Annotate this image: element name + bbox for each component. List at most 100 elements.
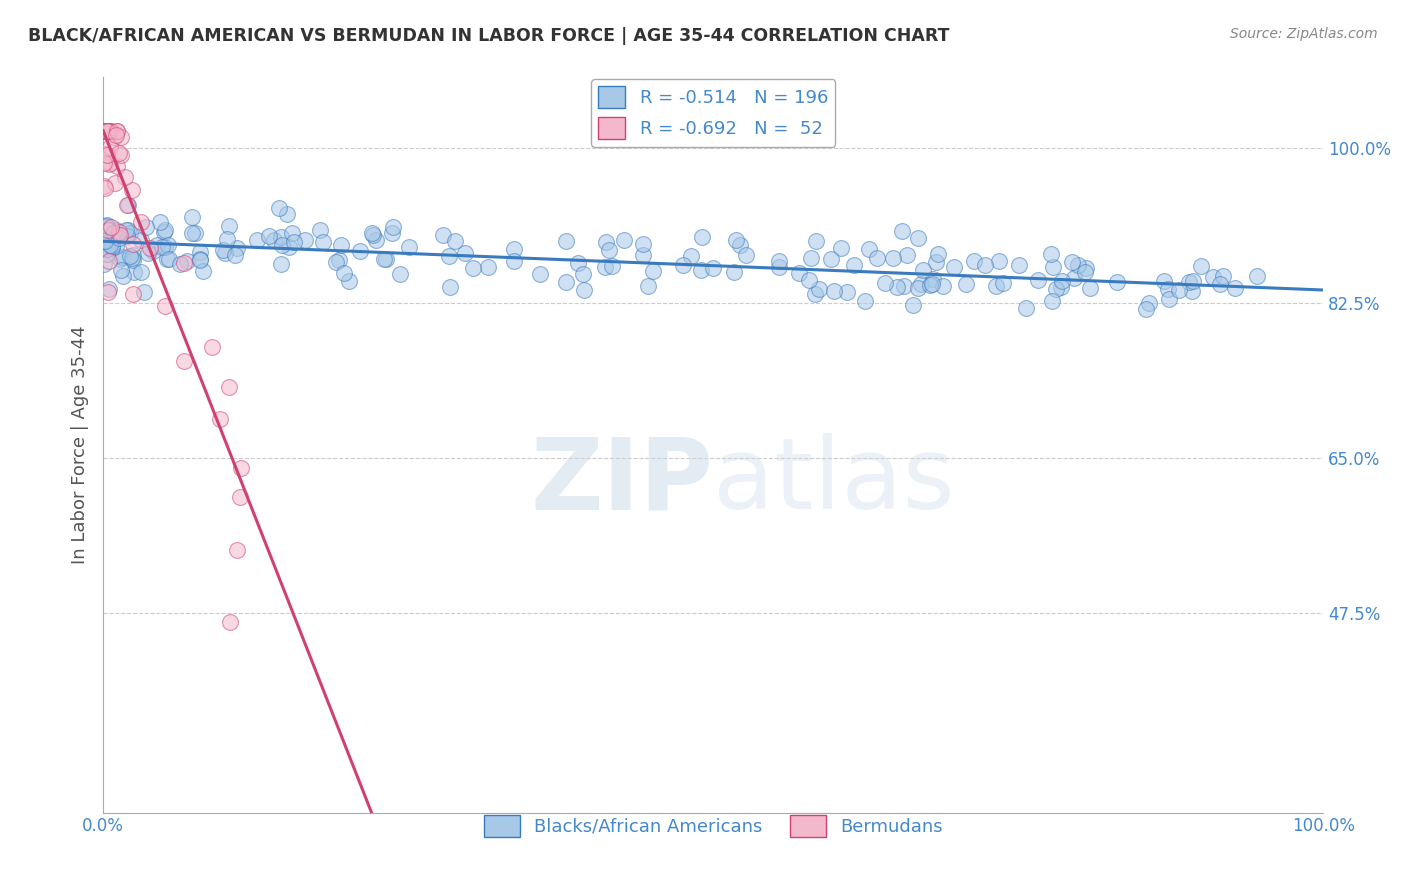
Point — [121, 183, 143, 197]
Point — [1067, 258, 1090, 272]
Point — [114, 170, 136, 185]
Point — [918, 278, 941, 293]
Point — [735, 248, 758, 262]
Point — [150, 240, 173, 254]
Point — [146, 238, 169, 252]
Point — [188, 245, 211, 260]
Point — [1063, 270, 1085, 285]
Point — [184, 226, 207, 240]
Point — [637, 278, 659, 293]
Point — [921, 277, 943, 291]
Point — [886, 280, 908, 294]
Point — [97, 157, 120, 171]
Point — [830, 241, 852, 255]
Point — [974, 258, 997, 272]
Point — [1246, 269, 1268, 284]
Point — [110, 129, 132, 144]
Point — [1223, 281, 1246, 295]
Point — [844, 258, 866, 272]
Point — [1040, 294, 1063, 309]
Point — [454, 245, 477, 260]
Point — [896, 248, 918, 262]
Point — [94, 219, 117, 233]
Point — [169, 257, 191, 271]
Point — [382, 219, 405, 234]
Point — [768, 254, 790, 268]
Point — [312, 235, 335, 249]
Point — [188, 252, 211, 266]
Point — [149, 215, 172, 229]
Point — [903, 298, 925, 312]
Point — [228, 490, 250, 504]
Point — [955, 277, 977, 292]
Point — [93, 181, 115, 195]
Point — [105, 223, 128, 237]
Point — [121, 252, 143, 267]
Point — [389, 267, 412, 281]
Point — [100, 123, 122, 137]
Point — [270, 230, 292, 244]
Point — [503, 253, 526, 268]
Point — [96, 218, 118, 232]
Point — [1157, 292, 1180, 306]
Point — [360, 226, 382, 240]
Point — [117, 223, 139, 237]
Point — [218, 615, 240, 629]
Point — [702, 260, 724, 275]
Point — [595, 235, 617, 249]
Point — [835, 285, 858, 299]
Point — [121, 248, 143, 262]
Point — [281, 226, 304, 240]
Point — [1212, 269, 1234, 284]
Point — [1181, 274, 1204, 288]
Point — [679, 249, 702, 263]
Point — [1178, 275, 1201, 289]
Point — [925, 255, 948, 269]
Point — [225, 241, 247, 255]
Point — [107, 123, 129, 137]
Point — [94, 123, 117, 137]
Point — [725, 233, 748, 247]
Point — [96, 123, 118, 137]
Point — [461, 261, 484, 276]
Text: Source: ZipAtlas.com: Source: ZipAtlas.com — [1230, 27, 1378, 41]
Point — [330, 238, 353, 252]
Point — [477, 260, 499, 275]
Point — [129, 265, 152, 279]
Point — [555, 275, 578, 289]
Point — [101, 240, 124, 254]
Y-axis label: In Labor Force | Age 35-44: In Labor Force | Age 35-44 — [72, 326, 89, 565]
Point — [984, 279, 1007, 293]
Point — [1135, 301, 1157, 316]
Point — [97, 223, 120, 237]
Point — [373, 252, 395, 266]
Point — [931, 279, 953, 293]
Point — [152, 225, 174, 239]
Point — [1042, 260, 1064, 275]
Point — [943, 260, 966, 274]
Point — [96, 242, 118, 256]
Point — [98, 123, 121, 137]
Point — [94, 123, 117, 137]
Point — [98, 123, 121, 137]
Point — [108, 231, 131, 245]
Point — [98, 156, 121, 170]
Point — [571, 267, 593, 281]
Point — [110, 262, 132, 277]
Point — [910, 277, 932, 291]
Point — [93, 147, 115, 161]
Point — [800, 251, 823, 265]
Text: BLACK/AFRICAN AMERICAN VS BERMUDAN IN LABOR FORCE | AGE 35-44 CORRELATION CHART: BLACK/AFRICAN AMERICAN VS BERMUDAN IN LA… — [28, 27, 949, 45]
Point — [907, 231, 929, 245]
Point — [853, 293, 876, 308]
Point — [270, 257, 292, 271]
Point — [212, 244, 235, 258]
Point — [94, 123, 117, 137]
Point — [93, 123, 115, 137]
Point — [337, 274, 360, 288]
Point — [110, 250, 132, 264]
Point — [690, 230, 713, 244]
Point — [263, 233, 285, 247]
Point — [181, 210, 204, 224]
Point — [873, 277, 896, 291]
